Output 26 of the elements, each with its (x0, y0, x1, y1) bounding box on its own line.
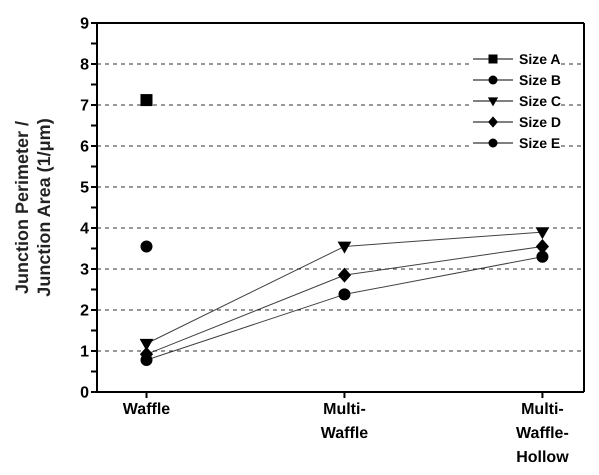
y-tick-label: 7 (80, 98, 90, 115)
y-tick-label: 2 (80, 302, 90, 320)
y-tick-label: 6 (80, 138, 90, 156)
point (140, 240, 152, 252)
y-tick-label: 8 (80, 56, 90, 74)
legend-label: Size E (518, 134, 560, 150)
x-tick-label: Multi-Waffle (320, 401, 368, 442)
y-tick-label: 0 (80, 384, 90, 402)
y-tick-label: 9 (80, 16, 90, 33)
x-tick-label: Multi-Waffle-Hollow (516, 401, 570, 466)
legend-label: Size B (518, 72, 561, 88)
point (338, 242, 352, 254)
point (140, 94, 152, 106)
legend-label: Size C (518, 92, 561, 108)
point (338, 288, 350, 300)
y-tick-label: 1 (80, 344, 90, 361)
x-tick-label: Waffle (122, 401, 170, 418)
y-tick-label: 3 (80, 262, 90, 279)
y-tick-label: 4 (80, 220, 90, 238)
y-tick-label: 5 (80, 180, 90, 197)
legend-label: Size D (518, 114, 561, 130)
y-axis-title: Junction Perimeter / Junction Area (1/μm) (12, 118, 54, 297)
point (536, 250, 548, 263)
point (536, 227, 550, 240)
point (338, 268, 352, 283)
legend-label: Size A (518, 50, 560, 66)
